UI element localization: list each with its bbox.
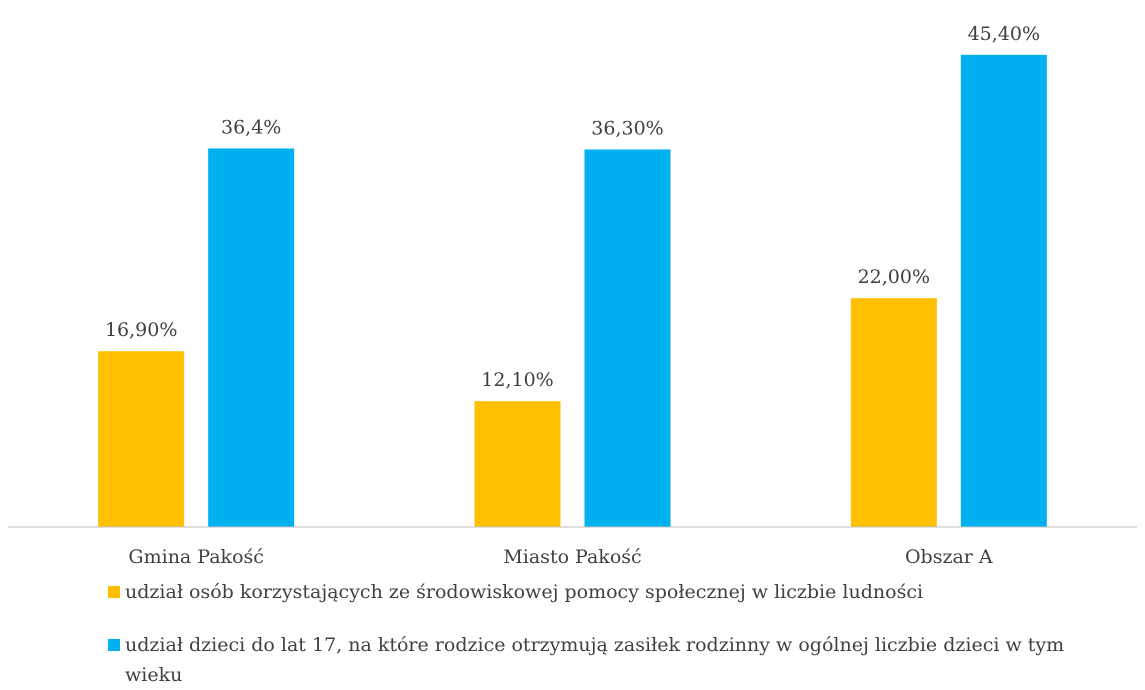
category-label: Miasto Pakość xyxy=(503,546,641,568)
bar-s1-c2 xyxy=(960,54,1047,528)
bar-s1-c1 xyxy=(584,149,671,528)
legend-label: udział osób korzystających ze środowisko… xyxy=(125,581,924,603)
bar-s0-c2 xyxy=(850,298,937,527)
legend-label: udział dzieci do lat 17, na które rodzic… xyxy=(125,634,1065,686)
legend-swatch-yellow xyxy=(108,586,120,598)
legend-item-social-assistance: udział osób korzystających ze środowisko… xyxy=(108,577,1098,607)
data-label-s1-c2: 45,40% xyxy=(968,23,1040,45)
bar-s0-c0 xyxy=(98,351,185,527)
data-label-s1-c1: 36,30% xyxy=(591,117,663,139)
bar-chart: 16,90% 36,4% 12,10% 36,30% 22,00% 45,40% Gmin… xyxy=(8,23,1137,568)
bar-s0-c1 xyxy=(474,401,561,527)
bar-s1-c0 xyxy=(208,148,295,527)
data-label-s0-c2: 22,00% xyxy=(858,266,930,288)
data-label-s0-c1: 12,10% xyxy=(481,369,553,391)
category-labels-group: Gmina Pakość Miasto Pakość Obszar A xyxy=(128,546,993,568)
value-labels-group: 16,90% 36,4% 12,10% 36,30% 22,00% 45,40% xyxy=(105,23,1040,391)
legend: udział osób korzystających ze środowisko… xyxy=(108,577,1098,690)
bars-group xyxy=(98,54,1047,528)
data-label-s1-c0: 36,4% xyxy=(221,116,281,138)
category-label: Gmina Pakość xyxy=(128,546,263,568)
legend-item-family-allowance: udział dzieci do lat 17, na które rodzic… xyxy=(108,630,1098,690)
legend-swatch-blue xyxy=(108,639,120,651)
data-label-s0-c0: 16,90% xyxy=(105,319,177,341)
category-label: Obszar A xyxy=(905,546,993,568)
